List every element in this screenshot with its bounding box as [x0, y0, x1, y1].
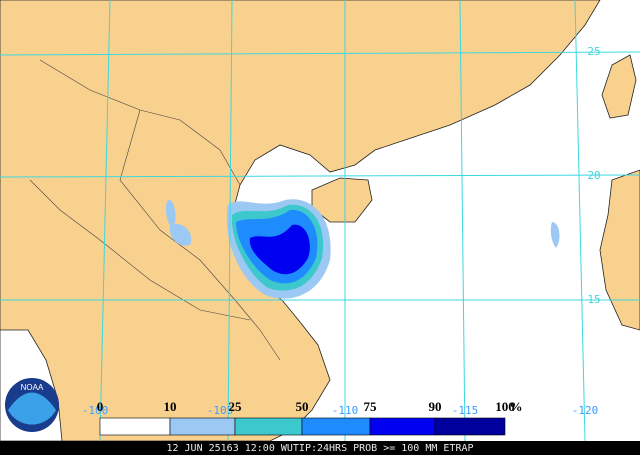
footer-text: 12 JUN 25163 12:00 WUTIP:24HRS PROB >= 1… — [166, 443, 473, 454]
legend-label: 75 — [364, 399, 378, 414]
lat-label: 25 — [587, 45, 600, 58]
legend-swatch — [99, 417, 171, 436]
legend-swatch — [301, 417, 371, 436]
grid-line — [459, 0, 466, 442]
grid-line — [574, 0, 586, 442]
footer-bar — [0, 441, 640, 455]
legend-label: 100 — [495, 399, 515, 414]
lon-label: -105 — [207, 404, 234, 417]
lon-label: -100 — [82, 404, 109, 417]
lat-label: 15 — [587, 293, 600, 306]
legend-swatch — [234, 417, 303, 436]
legend-label: 25 — [229, 399, 243, 414]
legend-unit: % — [510, 399, 523, 414]
mainland — [0, 0, 601, 442]
legend-label: 50 — [296, 399, 309, 414]
lat-label: 20 — [587, 169, 600, 182]
probability-area — [165, 199, 560, 299]
grid-line — [227, 0, 233, 442]
noaa-logo: NOAA — [5, 378, 59, 432]
grid — [0, 0, 640, 442]
borders — [29, 59, 281, 361]
legend-swatch — [169, 417, 236, 436]
legend-label: 0 — [97, 399, 104, 414]
philippines — [599, 169, 640, 331]
lon-label: -120 — [572, 404, 599, 417]
svg-text:NOAA: NOAA — [21, 383, 44, 392]
legend-swatch — [434, 417, 506, 436]
grid-line — [0, 174, 640, 178]
lon-label: -115 — [452, 404, 479, 417]
legend-label: 90 — [429, 399, 442, 414]
taiwan — [601, 54, 637, 119]
legend-swatch — [369, 417, 436, 436]
legend-label: 10 — [164, 399, 177, 414]
lon-label: -110 — [332, 404, 359, 417]
grid-line — [0, 51, 640, 56]
grid-line — [99, 0, 111, 442]
